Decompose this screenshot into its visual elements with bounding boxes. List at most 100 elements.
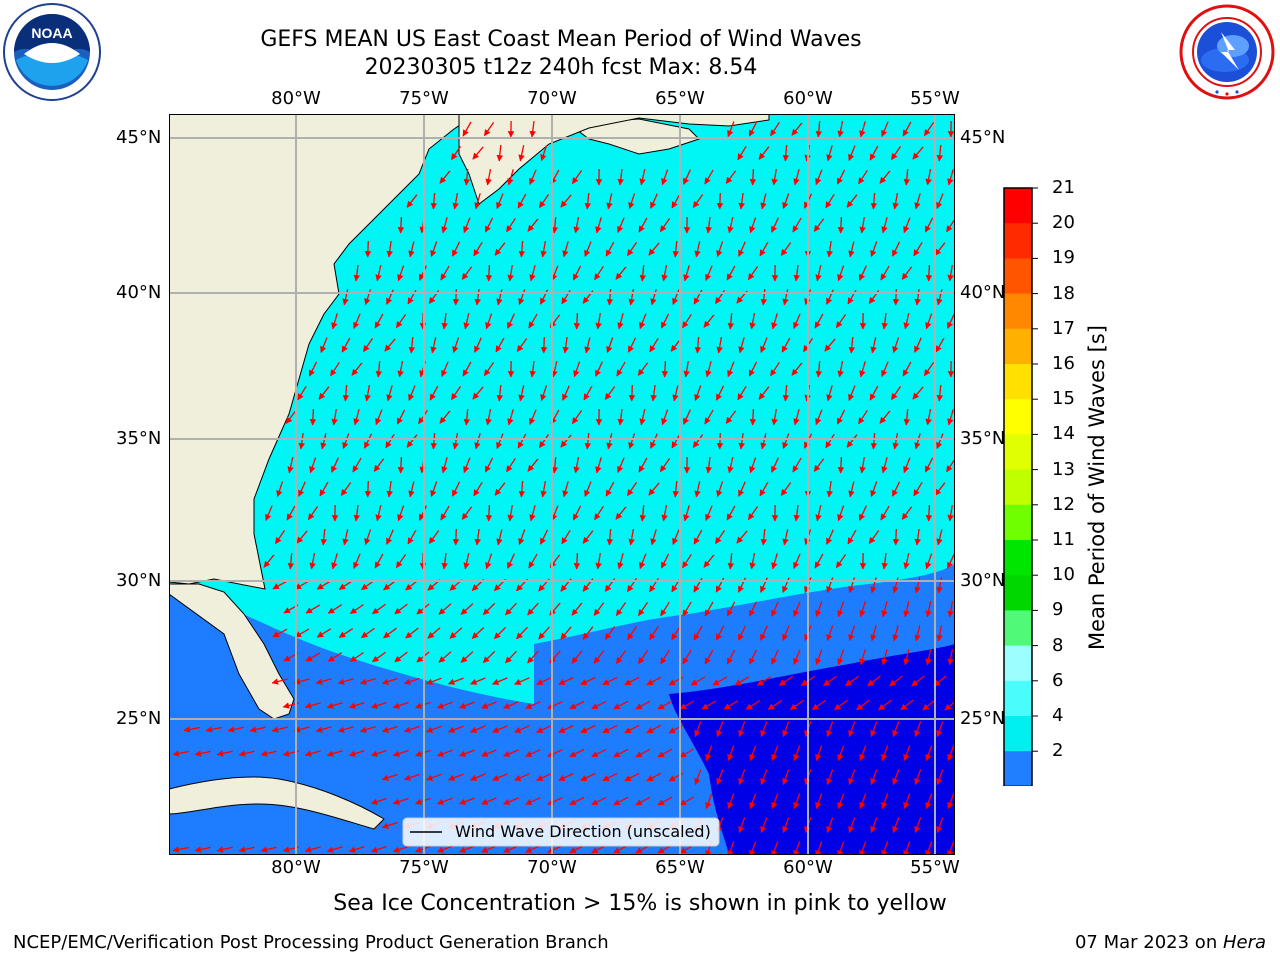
- wave-direction-arrow: [518, 145, 525, 162]
- wave-direction-arrow: [727, 793, 735, 810]
- wave-direction-arrow: [573, 361, 581, 378]
- wave-direction-arrow: [573, 216, 580, 234]
- wave-direction-arrow: [704, 409, 714, 425]
- wave-direction-arrow: [506, 217, 516, 233]
- wave-direction-arrow: [397, 505, 405, 522]
- wave-direction-arrow: [474, 529, 481, 546]
- wave-direction-arrow: [749, 457, 757, 474]
- wave-direction-arrow: [473, 481, 483, 497]
- wave-direction-arrow: [463, 553, 470, 570]
- wave-direction-arrow: [638, 217, 648, 233]
- wave-direction-arrow: [573, 456, 580, 474]
- wave-direction-arrow: [560, 194, 572, 208]
- wave-direction-arrow: [624, 676, 640, 686]
- lon-label-top: 65°W: [655, 88, 705, 109]
- wave-direction-arrow: [403, 725, 420, 733]
- wave-direction-arrow: [461, 506, 473, 520]
- wave-direction-arrow: [452, 337, 460, 354]
- wave-direction-arrow: [637, 650, 649, 665]
- wave-direction-arrow: [562, 481, 569, 498]
- wave-direction-arrow: [271, 678, 288, 685]
- wave-direction-arrow: [318, 386, 330, 400]
- wave-direction-arrow: [650, 433, 658, 449]
- wave-direction-arrow: [870, 817, 878, 834]
- wave-direction-arrow: [901, 266, 913, 280]
- wave-direction-arrow: [771, 168, 778, 186]
- wave-direction-arrow: [503, 749, 519, 757]
- wave-direction-arrow: [793, 409, 800, 426]
- wave-direction-arrow: [793, 505, 800, 522]
- wave-direction-arrow: [569, 700, 585, 710]
- wave-direction-arrow: [591, 748, 607, 758]
- wave-direction-arrow: [723, 700, 739, 710]
- wave-direction-arrow: [793, 601, 801, 618]
- wave-direction-arrow: [822, 675, 837, 687]
- wave-direction-arrow: [560, 626, 572, 640]
- wave-direction-arrow: [705, 265, 713, 281]
- wave-direction-arrow: [837, 505, 845, 522]
- wave-direction-arrow: [458, 845, 475, 853]
- wave-direction-arrow: [337, 678, 354, 685]
- wave-direction-arrow: [760, 288, 768, 306]
- wave-direction-arrow: [572, 505, 582, 521]
- wave-direction-arrow: [538, 626, 550, 640]
- wave-direction-arrow: [826, 769, 834, 786]
- colorbar-tick-label: 12: [1052, 493, 1075, 515]
- wave-direction-arrow: [771, 649, 779, 665]
- lon-label-top: 80°W: [271, 88, 321, 109]
- wave-direction-arrow: [868, 530, 880, 545]
- wave-direction-arrow: [727, 121, 735, 138]
- wave-direction-arrow: [463, 217, 471, 234]
- wave-direction-arrow: [360, 627, 375, 639]
- wave-direction-arrow: [726, 265, 736, 281]
- wave-direction-arrow: [527, 602, 539, 616]
- wave-direction-arrow: [837, 216, 845, 234]
- lat-label-left: 30°N: [116, 570, 162, 591]
- wave-direction-arrow: [493, 626, 507, 640]
- wave-direction-arrow: [364, 529, 372, 546]
- wave-direction-arrow: [925, 408, 932, 426]
- wave-direction-arrow: [749, 312, 756, 330]
- wave-direction-arrow: [925, 553, 933, 570]
- wave-direction-arrow: [693, 529, 703, 545]
- wave-direction-arrow: [661, 504, 668, 522]
- wave-direction-arrow: [947, 600, 954, 618]
- wave-direction-arrow: [571, 410, 583, 425]
- wave-direction-arrow: [449, 627, 463, 639]
- wave-direction-arrow: [260, 846, 277, 853]
- wave-direction-arrow: [683, 360, 690, 378]
- colorbar-tick-label: 17: [1052, 317, 1075, 339]
- wave-direction-arrow: [791, 122, 803, 136]
- wave-direction-arrow: [903, 313, 910, 330]
- wave-direction-arrow: [529, 265, 536, 282]
- wave-direction-arrow: [471, 627, 485, 639]
- lat-label-right: 45°N: [960, 127, 1006, 148]
- wave-direction-arrow: [815, 120, 823, 138]
- wave-direction-arrow: [386, 481, 393, 498]
- wave-direction-arrow: [892, 625, 899, 642]
- wave-direction-arrow: [679, 796, 695, 806]
- wave-direction-arrow: [836, 409, 846, 425]
- wave-direction-arrow: [635, 700, 651, 710]
- wave-direction-arrow: [441, 217, 448, 234]
- colorbar-segment: [1004, 575, 1032, 611]
- wave-direction-arrow: [672, 480, 680, 498]
- wave-direction-arrow: [914, 433, 921, 450]
- wave-direction-arrow: [782, 817, 790, 834]
- wave-direction-arrow: [507, 169, 514, 186]
- wave-direction-arrow: [749, 793, 757, 810]
- wave-direction-arrow: [364, 384, 371, 402]
- wave-direction-arrow: [815, 601, 823, 618]
- wave-direction-arrow: [858, 169, 868, 185]
- wave-direction-arrow: [331, 553, 338, 570]
- wave-direction-arrow: [826, 529, 834, 545]
- wave-direction-arrow: [869, 145, 879, 161]
- wave-direction-arrow: [331, 313, 338, 330]
- colorbar-tick-label: 15: [1052, 388, 1075, 410]
- wave-direction-arrow: [395, 554, 407, 569]
- wave-direction-arrow: [661, 169, 669, 186]
- wave-direction-arrow: [451, 241, 461, 257]
- wave-direction-arrow: [628, 528, 635, 546]
- colorbar-tick-label: 11: [1052, 529, 1075, 550]
- wave-direction-arrow: [944, 700, 955, 711]
